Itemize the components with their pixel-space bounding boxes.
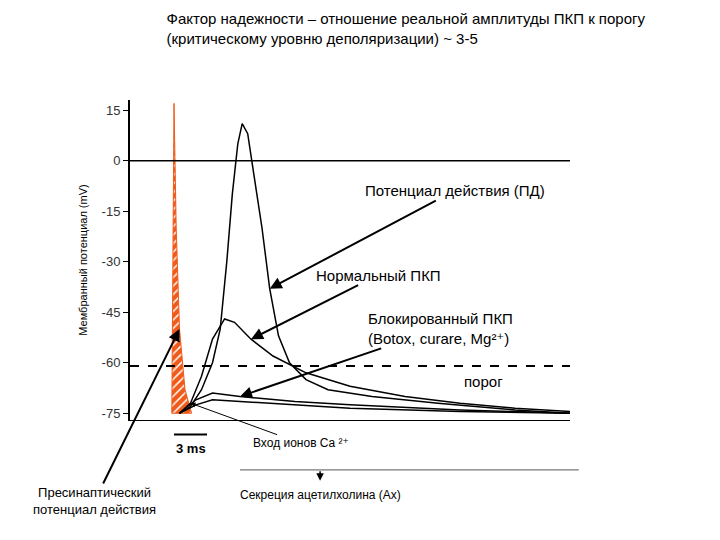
svg-text:Потенциал действия (ПД): Потенциал действия (ПД): [365, 182, 545, 199]
svg-text:-45: -45: [102, 305, 121, 320]
svg-text:Секреция ацетилхолина (Ах): Секреция ацетилхолина (Ах): [240, 488, 401, 502]
svg-text:Вход ионов Ca ²⁺: Вход ионов Ca ²⁺: [253, 436, 349, 450]
svg-text:Блокированный ПКП(Botox, curar: Блокированный ПКП(Botox, curare, Mg²⁺): [368, 310, 513, 347]
svg-text:0: 0: [113, 153, 120, 168]
svg-text:-60: -60: [102, 355, 121, 370]
svg-text:Мембранный потенциал (mV): Мембранный потенциал (mV): [77, 184, 89, 335]
svg-text:-75: -75: [102, 406, 121, 421]
svg-text:Нормальный ПКП: Нормальный ПКП: [316, 267, 441, 284]
svg-text:Пресинаптическийпотенциал дейс: Пресинаптическийпотенциал действия: [33, 485, 156, 517]
svg-text:-30: -30: [102, 254, 121, 269]
svg-text:Фактор надежности – отношение: Фактор надежности – отношение реальной а…: [167, 10, 646, 47]
svg-text:3 ms: 3 ms: [176, 441, 206, 456]
svg-text:порог: порог: [464, 373, 503, 390]
svg-text:15: 15: [106, 103, 120, 118]
svg-text:-15: -15: [102, 204, 121, 219]
